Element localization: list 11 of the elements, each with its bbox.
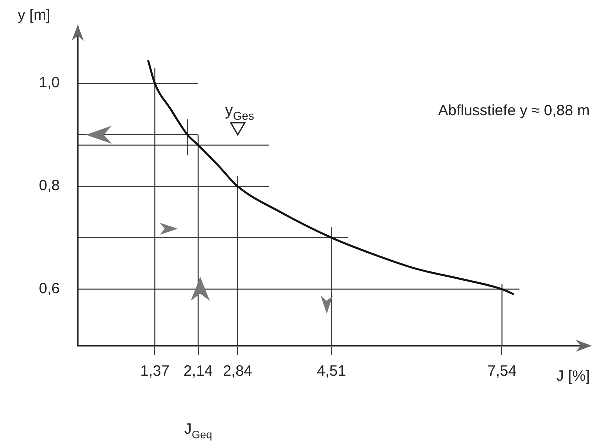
x-tick-label: 2,14 [184, 363, 214, 380]
y-tick-label: 0,8 [39, 178, 60, 195]
x-tick-label: 1,37 [140, 363, 170, 380]
x-tick-label: 4,51 [317, 363, 346, 380]
x-tick-label: 7,54 [488, 363, 517, 380]
y-tick-label: 1,0 [39, 74, 60, 92]
x-tick-label: 2,84 [223, 363, 252, 380]
annotation: Abflusstiefe y ≈ 0,88 m [438, 102, 590, 120]
x-axis-title: J [%] [556, 368, 590, 385]
y-axis-title: y [m] [18, 7, 50, 24]
y-tick-label: 0,6 [39, 280, 60, 298]
